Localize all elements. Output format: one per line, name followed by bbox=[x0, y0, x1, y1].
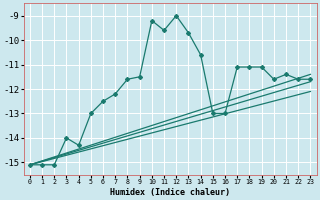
X-axis label: Humidex (Indice chaleur): Humidex (Indice chaleur) bbox=[110, 188, 230, 197]
